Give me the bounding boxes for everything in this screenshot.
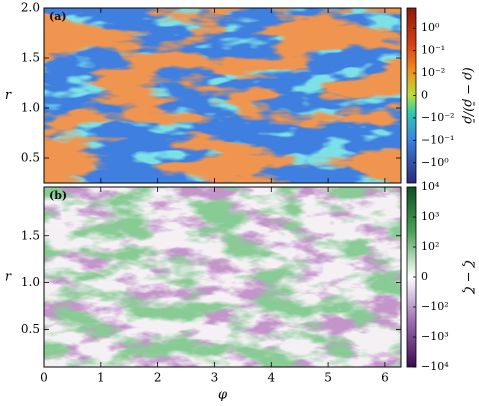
y-tick-label: 1.0 — [21, 101, 40, 115]
plot-frame — [43, 7, 402, 184]
colorbar-tick-label: 10² — [421, 240, 439, 253]
panel-label: (a) — [49, 10, 67, 23]
plot-frame — [43, 186, 402, 368]
x-tick-label: 2 — [154, 371, 162, 385]
colorbar-label: (ρ − ρ̄)/ρ̄ — [461, 67, 476, 124]
y-axis-label: r — [5, 88, 12, 103]
colorbar-tick-label: −10⁰ — [421, 156, 449, 169]
y-tick-label: 1.5 — [21, 51, 40, 65]
panel-a-image — [44, 8, 401, 183]
colorbar-tick-label: 10⁴ — [421, 180, 440, 193]
colorbar-tick-label: −10⁻² — [421, 111, 454, 124]
panel-b-image — [44, 187, 401, 367]
x-axis-label: φ — [218, 388, 228, 403]
colorbar-label: ζ − ζ̄ — [461, 260, 476, 294]
x-tick-label: 6 — [381, 371, 389, 385]
panel-label: (b) — [49, 189, 67, 202]
colorbar-tick-label: 10⁰ — [421, 21, 440, 34]
y-tick-label: 1.0 — [21, 275, 40, 289]
x-tick-label: 5 — [324, 371, 332, 385]
x-tick-label: 4 — [267, 371, 275, 385]
colorbar-tick-label: 10⁻¹ — [421, 44, 445, 57]
colorbar-tick-label: 10³ — [421, 210, 439, 223]
colorbar-tick-label: −10² — [421, 300, 449, 313]
colorbar-tick-label: 10⁻² — [421, 66, 445, 79]
y-axis-label: r — [5, 270, 12, 285]
y-tick-label: 1.5 — [21, 228, 40, 242]
y-tick-label: 0.5 — [21, 322, 40, 336]
y-tick-label: 2.0 — [21, 1, 40, 15]
y-tick-label: 0.5 — [21, 151, 40, 165]
colorbar-tick-label: 0 — [421, 270, 428, 283]
colorbar-tick-label: −10⁴ — [421, 360, 449, 373]
colorbar-tick-label: 0 — [421, 89, 428, 102]
x-tick-label: 1 — [97, 371, 105, 385]
colorbar-tick-label: −10⁻¹ — [421, 133, 454, 146]
colorbar-tick-label: −10³ — [421, 330, 449, 343]
x-tick-label: 3 — [211, 371, 219, 385]
x-tick-label: 0 — [40, 371, 48, 385]
